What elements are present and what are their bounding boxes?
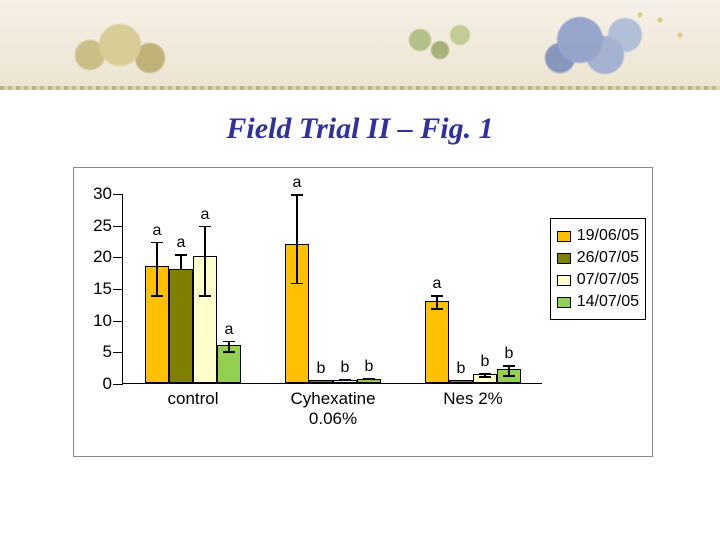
error-cap bbox=[291, 194, 303, 196]
error-cap bbox=[479, 373, 491, 375]
error-cap bbox=[503, 375, 515, 377]
significance-letter: a bbox=[293, 174, 302, 192]
y-tick-label: 15 bbox=[93, 279, 112, 299]
error-bar bbox=[296, 194, 298, 283]
error-bar bbox=[228, 341, 230, 351]
error-cap bbox=[455, 380, 467, 382]
legend-item: 07/07/05 bbox=[557, 271, 639, 289]
chart-container: 051015202530aaaacontrolabbbCyhexatine 0.… bbox=[73, 167, 653, 457]
significance-letter: b bbox=[341, 359, 350, 377]
legend-item: 14/07/05 bbox=[557, 293, 639, 311]
error-bar bbox=[156, 242, 158, 296]
y-tick bbox=[113, 321, 123, 322]
bar bbox=[425, 301, 449, 383]
legend: 19/06/05 26/07/05 07/07/05 14/07/05 bbox=[550, 218, 646, 320]
y-tick bbox=[113, 289, 123, 290]
x-category-label: Nes 2% bbox=[443, 389, 503, 409]
legend-item: 19/06/05 bbox=[557, 227, 639, 245]
error-cap bbox=[291, 283, 303, 285]
y-tick bbox=[113, 257, 123, 258]
legend-label: 26/07/05 bbox=[577, 249, 639, 267]
legend-item: 26/07/05 bbox=[557, 249, 639, 267]
error-cap bbox=[223, 351, 235, 353]
legend-label: 07/07/05 bbox=[577, 271, 639, 289]
error-cap bbox=[175, 254, 187, 256]
y-tick-label: 20 bbox=[93, 247, 112, 267]
significance-letter: b bbox=[457, 360, 466, 378]
error-cap bbox=[431, 295, 443, 297]
y-tick-label: 5 bbox=[103, 342, 112, 362]
significance-letter: a bbox=[177, 234, 186, 252]
y-tick bbox=[113, 194, 123, 195]
slide-title: Field Trial II – Fig. 1 bbox=[0, 112, 720, 146]
x-category-label: control bbox=[167, 389, 218, 409]
error-cap bbox=[199, 295, 211, 297]
plot-area: 051015202530aaaacontrolabbbCyhexatine 0.… bbox=[122, 194, 542, 384]
significance-letter: b bbox=[505, 345, 514, 363]
error-bar bbox=[204, 226, 206, 296]
significance-letter: a bbox=[225, 321, 234, 339]
error-cap bbox=[503, 365, 515, 367]
y-tick-label: 30 bbox=[93, 184, 112, 204]
y-tick-label: 0 bbox=[103, 374, 112, 394]
significance-letter: a bbox=[433, 275, 442, 293]
error-cap bbox=[363, 378, 375, 380]
legend-label: 19/06/05 bbox=[577, 227, 639, 245]
error-cap bbox=[339, 379, 351, 381]
decorative-banner bbox=[0, 0, 720, 90]
error-cap bbox=[223, 341, 235, 343]
y-tick-label: 25 bbox=[93, 216, 112, 236]
significance-letter: a bbox=[153, 222, 162, 240]
error-cap bbox=[151, 242, 163, 244]
bar bbox=[169, 269, 193, 383]
error-cap bbox=[315, 380, 327, 382]
error-cap bbox=[199, 226, 211, 228]
legend-swatch bbox=[557, 297, 571, 308]
x-category-label: Cyhexatine 0.06% bbox=[290, 389, 375, 429]
error-cap bbox=[431, 308, 443, 310]
error-bar bbox=[436, 295, 438, 308]
legend-swatch bbox=[557, 275, 571, 286]
significance-letter: a bbox=[201, 206, 210, 224]
significance-letter: b bbox=[481, 353, 490, 371]
y-tick bbox=[113, 352, 123, 353]
y-tick bbox=[113, 226, 123, 227]
error-bar bbox=[180, 254, 182, 270]
legend-label: 14/07/05 bbox=[577, 293, 639, 311]
significance-letter: b bbox=[365, 358, 374, 376]
error-bar bbox=[508, 365, 510, 375]
error-cap bbox=[479, 376, 491, 378]
legend-swatch bbox=[557, 231, 571, 242]
y-tick-label: 10 bbox=[93, 311, 112, 331]
legend-swatch bbox=[557, 253, 571, 264]
y-tick bbox=[113, 384, 123, 385]
error-cap bbox=[151, 295, 163, 297]
significance-letter: b bbox=[317, 360, 326, 378]
